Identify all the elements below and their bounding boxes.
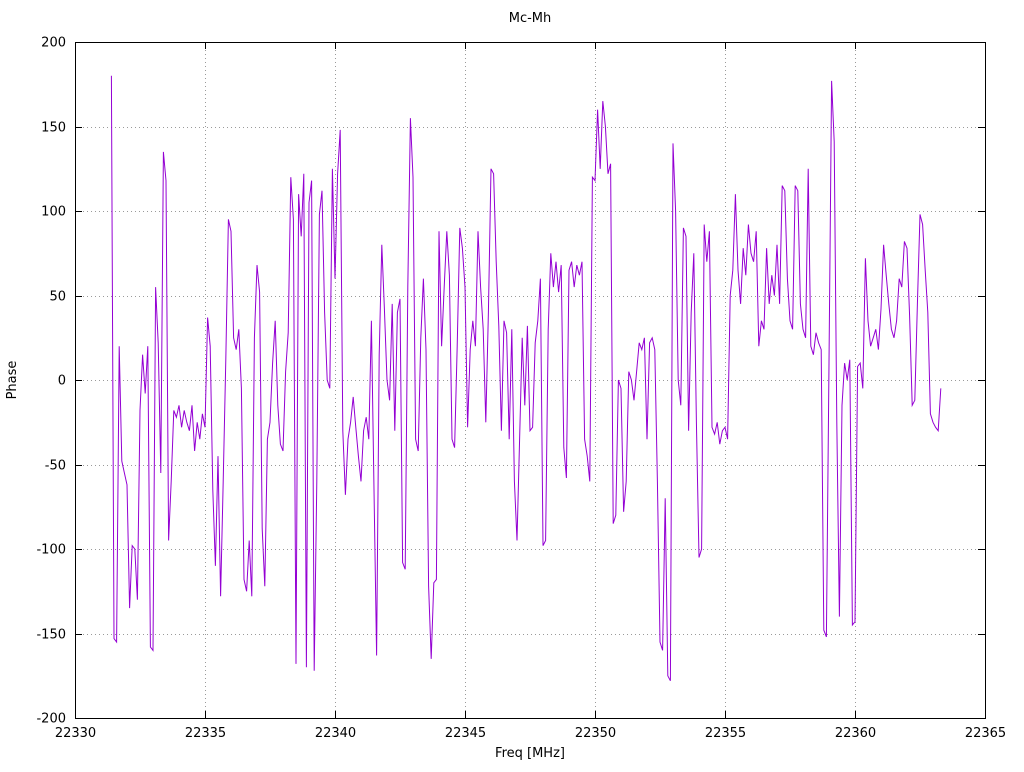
axis-tick-labels: 22330 22335 22340 22345 22350 22355 22360 22365…: [36, 36, 1006, 742]
x-tick-label: 22335: [185, 726, 226, 741]
y-tick-label: -50: [45, 459, 66, 474]
x-tick-label: 22355: [705, 726, 746, 741]
x-tick-label: 22350: [575, 726, 616, 741]
x-tick-label: 22345: [445, 726, 486, 741]
y-tick-label: -100: [36, 543, 66, 558]
y-tick-label: 200: [41, 36, 66, 51]
x-tick-label: 22365: [965, 726, 1006, 741]
plot-border: [75, 42, 986, 719]
y-tick-label: -200: [36, 712, 66, 727]
x-axis-label: Freq [MHz]: [495, 746, 565, 761]
y-tick-label: 150: [41, 121, 66, 136]
y-tick-label: 0: [58, 374, 66, 389]
data-series-line: [110, 75, 942, 682]
gridlines: [75, 42, 985, 718]
y-tick-label: -150: [36, 628, 66, 643]
x-tick-label: 22330: [55, 726, 96, 741]
y-axis-label: Phase: [5, 361, 20, 400]
chart-title: Mc-Mh: [509, 11, 552, 26]
y-tick-label: 100: [41, 205, 66, 220]
y-tick-label: 50: [49, 290, 66, 305]
x-tick-label: 22360: [835, 726, 876, 741]
x-tick-label: 22340: [315, 726, 356, 741]
